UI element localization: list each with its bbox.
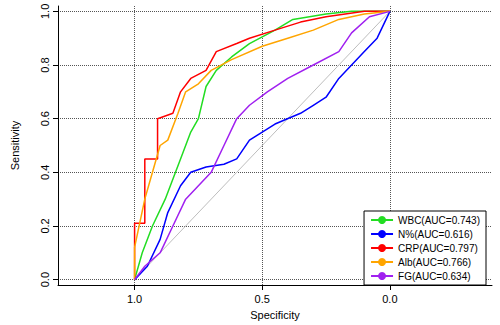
svg-text:N%(AUC=0.616): N%(AUC=0.616) (398, 229, 473, 240)
svg-text:Specificity: Specificity (250, 309, 300, 321)
svg-text:0.5: 0.5 (255, 293, 270, 305)
svg-text:0.4: 0.4 (39, 165, 51, 180)
svg-text:WBC(AUC=0.743): WBC(AUC=0.743) (398, 215, 480, 226)
svg-text:0.2: 0.2 (39, 218, 51, 233)
svg-text:0.8: 0.8 (39, 57, 51, 72)
svg-text:0.0: 0.0 (382, 293, 397, 305)
svg-text:0.0: 0.0 (39, 272, 51, 287)
svg-text:CRP(AUC=0.797): CRP(AUC=0.797) (398, 243, 478, 254)
svg-text:0.6: 0.6 (39, 111, 51, 126)
svg-text:Sensitivity: Sensitivity (9, 120, 21, 170)
svg-text:1.0: 1.0 (39, 4, 51, 19)
svg-text:Alb(AUC=0.766): Alb(AUC=0.766) (398, 257, 471, 268)
svg-text:FG(AUC=0.634): FG(AUC=0.634) (398, 271, 471, 282)
svg-text:1.0: 1.0 (127, 293, 142, 305)
